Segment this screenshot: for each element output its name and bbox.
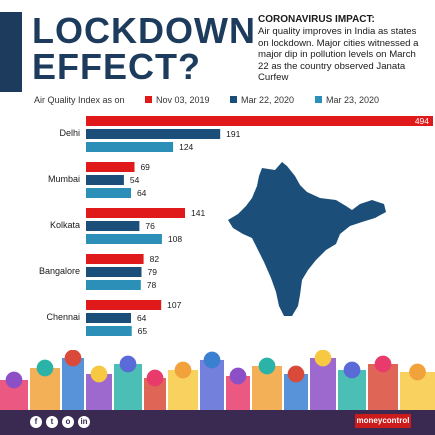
monument-dome xyxy=(343,361,361,379)
brand-logo: moneycontrol xyxy=(355,414,411,428)
bar xyxy=(86,300,162,310)
data-label: 124 xyxy=(179,142,193,152)
monument-dome xyxy=(287,365,305,383)
category-label: Chennai xyxy=(46,312,80,322)
legend-item-label: Mar 22, 2020 xyxy=(241,95,295,105)
data-label: 108 xyxy=(168,234,182,244)
subtitle-body: Air quality improves in India as states … xyxy=(258,26,419,83)
legend: Air Quality Index as on Nov 03, 2019 Mar… xyxy=(0,95,435,109)
data-label: 82 xyxy=(150,254,160,264)
monument-dome xyxy=(146,369,164,387)
title-line-2: EFFECT? xyxy=(32,46,201,87)
monument-dome xyxy=(229,367,247,385)
legend-swatch-nov-2019 xyxy=(145,96,152,103)
monument-dome xyxy=(314,350,332,367)
monument-dome xyxy=(5,371,23,389)
monument-dome xyxy=(174,361,192,379)
data-label: 79 xyxy=(147,267,157,277)
monument-shape xyxy=(62,358,84,410)
data-label: 494 xyxy=(415,116,429,126)
category-label: Mumbai xyxy=(48,174,80,184)
monument-shape xyxy=(310,358,336,410)
bar xyxy=(86,313,131,323)
legend-item-label: Mar 23, 2020 xyxy=(326,95,380,105)
data-label: 107 xyxy=(167,300,181,310)
data-label: 141 xyxy=(191,208,205,218)
bar xyxy=(86,162,135,172)
title-line-1: LOCKDOWN xyxy=(32,10,256,51)
monument-dome xyxy=(203,351,221,369)
bar xyxy=(86,116,433,126)
bar xyxy=(86,208,185,218)
bar xyxy=(86,221,140,231)
title-accent-bar xyxy=(0,12,22,92)
data-label: 78 xyxy=(147,280,157,290)
monument-shape xyxy=(144,378,166,410)
category-label: Kolkata xyxy=(50,220,80,230)
monument-dome xyxy=(90,365,108,383)
bar xyxy=(86,175,124,185)
data-label: 76 xyxy=(145,221,155,231)
data-label: 69 xyxy=(140,162,150,172)
data-label: 191 xyxy=(226,129,240,139)
monument-dome xyxy=(374,355,392,373)
bar xyxy=(86,254,144,264)
bar xyxy=(86,267,142,277)
monument-dome xyxy=(119,355,137,373)
linkedin-icon[interactable]: in xyxy=(78,416,90,428)
data-label: 64 xyxy=(137,188,147,198)
bar xyxy=(86,326,132,336)
bar xyxy=(86,280,141,290)
legend-item-mar23-2020: Mar 23, 2020 xyxy=(315,95,379,105)
monument-dome xyxy=(36,359,54,377)
category-label: Delhi xyxy=(59,128,80,138)
data-label: 64 xyxy=(137,313,147,323)
twitter-icon[interactable]: t xyxy=(46,416,58,428)
data-label: 65 xyxy=(138,326,148,336)
legend-swatch-mar22-2020 xyxy=(230,96,237,103)
facebook-icon[interactable]: f xyxy=(30,416,42,428)
bar xyxy=(86,234,162,244)
subtitle-heading: CORONAVIRUS IMPACT: xyxy=(258,14,375,25)
monument-dome xyxy=(64,350,82,367)
bar xyxy=(86,129,221,139)
legend-item-nov-2019: Nov 03, 2019 xyxy=(145,95,210,105)
monument-shape xyxy=(200,360,224,410)
india-map-icon xyxy=(228,162,386,316)
legend-label: Air Quality Index as on xyxy=(34,95,125,105)
instagram-icon[interactable]: o xyxy=(62,416,74,428)
data-label: 54 xyxy=(130,175,140,185)
legend-swatch-mar23-2020 xyxy=(315,96,322,103)
monument-skyline-icon xyxy=(0,350,435,410)
category-label: Bangalore xyxy=(39,266,80,276)
monument-dome xyxy=(258,357,276,375)
legend-item-label: Nov 03, 2019 xyxy=(156,95,210,105)
bar xyxy=(86,188,131,198)
bar xyxy=(86,142,174,152)
legend-item-mar22-2020: Mar 22, 2020 xyxy=(230,95,294,105)
monument-dome xyxy=(409,363,426,381)
